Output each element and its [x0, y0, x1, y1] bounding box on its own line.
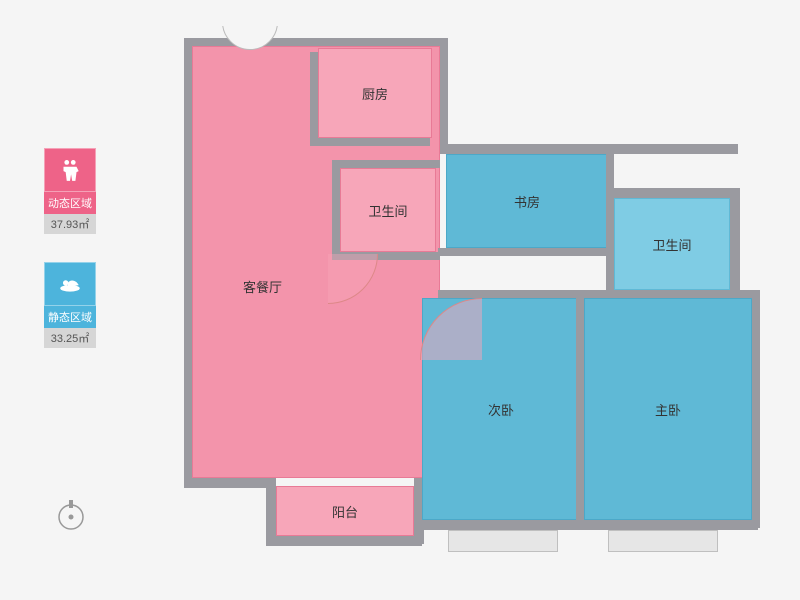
compass-icon	[54, 498, 88, 532]
wall	[310, 52, 318, 144]
room-study-label: 书房	[514, 192, 540, 211]
wall	[266, 478, 276, 544]
wall	[332, 160, 340, 258]
legend-dynamic-label: 动态区域	[44, 192, 96, 214]
wall	[310, 138, 430, 146]
room-bath2: 卫生间	[614, 198, 730, 290]
legend: 动态区域 37.93㎡ 静态区域 33.25㎡	[38, 148, 102, 376]
door-arc	[222, 26, 278, 50]
wall	[266, 536, 422, 546]
room-master-bedroom: 主卧	[584, 298, 752, 520]
window-sill	[448, 530, 558, 552]
door-arc	[420, 298, 482, 360]
wall	[414, 520, 758, 530]
room-study: 书房	[446, 154, 608, 248]
room-bath1-label: 卫生间	[368, 201, 407, 220]
room-living-label: 客餐厅	[243, 277, 282, 296]
room-balcony: 阳台	[276, 486, 414, 536]
people-icon	[44, 148, 96, 192]
wall	[332, 160, 440, 168]
room-kitchen: 厨房	[318, 48, 432, 138]
room-kitchen-label: 厨房	[362, 84, 388, 103]
room-bath2-label: 卫生间	[652, 235, 691, 254]
wall	[184, 478, 276, 488]
wall	[438, 248, 614, 256]
floorplan: 客餐厅 厨房 卫生间 阳台 书房 卫生间 次卧 主卧	[170, 26, 772, 574]
wall	[608, 188, 738, 198]
window-sill	[608, 530, 718, 552]
door-arc	[328, 254, 378, 304]
wall	[730, 188, 740, 298]
sleep-icon	[44, 262, 96, 306]
legend-static-label: 静态区域	[44, 306, 96, 328]
room-balcony-label: 阳台	[332, 502, 358, 521]
wall	[606, 154, 614, 294]
room-master-label: 主卧	[655, 400, 681, 419]
room-bath1: 卫生间	[340, 168, 436, 252]
legend-dynamic: 动态区域 37.93㎡	[38, 148, 102, 234]
room-secondary-label: 次卧	[488, 400, 514, 419]
legend-dynamic-value: 37.93㎡	[44, 214, 96, 234]
wall	[438, 144, 614, 154]
wall	[608, 144, 738, 154]
wall	[438, 290, 758, 298]
legend-static-value: 33.25㎡	[44, 328, 96, 348]
legend-static: 静态区域 33.25㎡	[38, 262, 102, 348]
wall	[576, 298, 584, 522]
